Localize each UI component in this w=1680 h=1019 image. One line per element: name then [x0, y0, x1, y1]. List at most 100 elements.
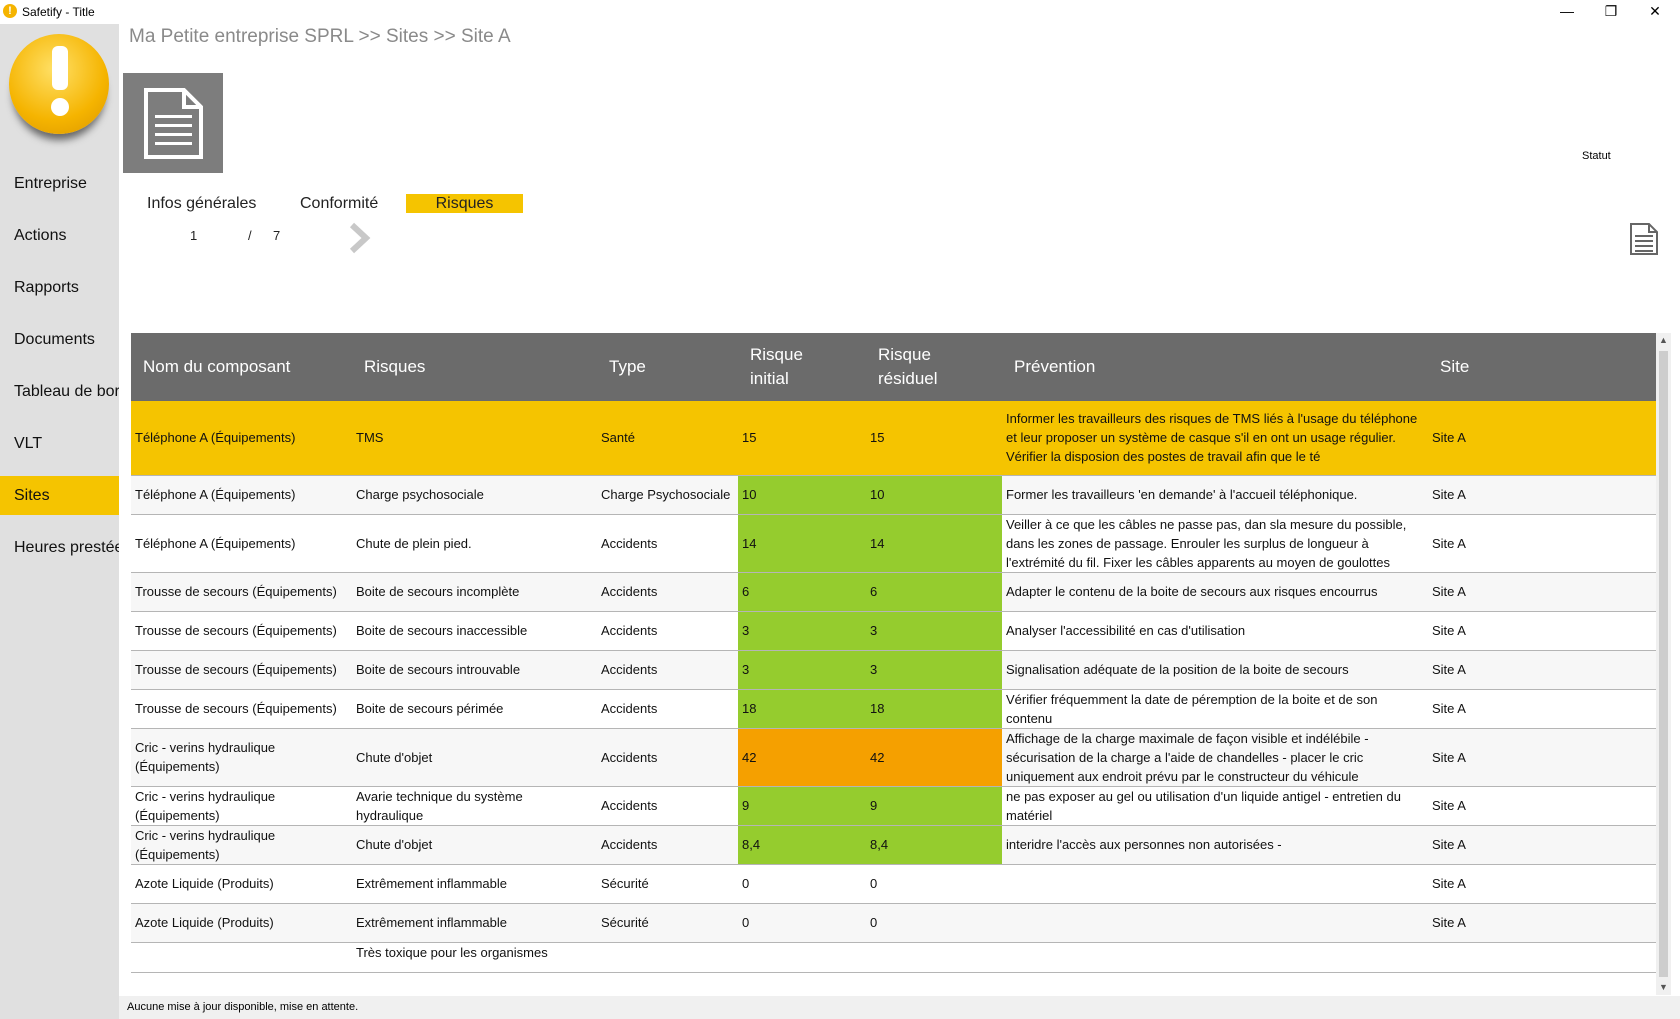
site-document-tile[interactable]	[123, 73, 223, 173]
residual-risk-cell: 0	[866, 903, 1002, 943]
residual-risk-cell: 42	[866, 728, 1002, 787]
status-bar: Aucune mise à jour disponible, mise en a…	[119, 996, 1680, 1019]
sidebar-item-sites[interactable]: Sites	[0, 476, 119, 515]
sidebar-item-documents[interactable]: Documents	[14, 331, 95, 348]
site-cell: Site A	[1428, 689, 1656, 729]
site-cell: Site A	[1428, 825, 1656, 865]
prevention-cell: Veiller à ce que les câbles ne passe pas…	[1002, 514, 1428, 573]
column-header[interactable]: Nom du composant	[131, 333, 352, 401]
tab-infos-generales[interactable]: Infos générales	[147, 195, 257, 212]
tab-conformite[interactable]: Conformité	[300, 195, 379, 212]
component-name-cell: Trousse de secours (Équipements)	[131, 689, 352, 729]
status-label: Statut	[1582, 150, 1611, 162]
table-row[interactable]: Téléphone A (Équipements) Charge psychoso…	[131, 475, 1656, 515]
site-cell	[1428, 942, 1656, 973]
table-row[interactable]: Cric - verins hydraulique (Équipements) A…	[131, 786, 1656, 826]
component-name-cell: Trousse de secours (Équipements)	[131, 650, 352, 690]
type-cell: Accidents	[597, 650, 738, 690]
type-cell: Santé	[597, 401, 738, 476]
component-name-cell: Téléphone A (Équipements)	[131, 475, 352, 515]
next-page-icon[interactable]	[348, 222, 372, 259]
column-header[interactable]: Prévention	[1002, 333, 1428, 401]
vertical-scrollbar[interactable]: ▲ ▼	[1656, 333, 1671, 995]
residual-risk-cell: 8,4	[866, 825, 1002, 865]
table-row[interactable]: Azote Liquide (Produits) Extrêmement infl…	[131, 903, 1656, 943]
sidebar-item-heures[interactable]: Heures prestées	[14, 539, 119, 556]
prevention-cell: Vérifier fréquemment la date de pérempti…	[1002, 689, 1428, 729]
risk-cell: Boite de secours périmée	[352, 689, 597, 729]
close-button[interactable]: ✕	[1649, 3, 1661, 19]
type-cell: Accidents	[597, 572, 738, 612]
component-name-cell	[131, 942, 352, 973]
table-row[interactable]: Cric - verins hydraulique (Équipements) C…	[131, 728, 1656, 787]
residual-risk-cell: 3	[866, 650, 1002, 690]
sidebar: Entreprise Actions Rapports Documents Tablea…	[0, 24, 119, 1019]
table-row[interactable]: Trousse de secours (Équipements) Boite de…	[131, 611, 1656, 651]
type-cell	[597, 942, 738, 973]
residual-risk-cell: 3	[866, 611, 1002, 651]
initial-risk-cell: 8,4	[738, 825, 866, 865]
site-cell: Site A	[1428, 786, 1656, 826]
prevention-cell: Affichage de la charge maximale de façon…	[1002, 728, 1428, 787]
site-cell: Site A	[1428, 611, 1656, 651]
type-cell: Accidents	[597, 728, 738, 787]
prevention-cell	[1002, 942, 1428, 973]
site-cell: Site A	[1428, 864, 1656, 904]
risk-cell: Avarie technique du système hydraulique	[352, 786, 597, 826]
initial-risk-cell: 0	[738, 903, 866, 943]
column-header[interactable]: Risque initial	[738, 333, 866, 401]
sidebar-item-rapports[interactable]: Rapports	[14, 279, 79, 296]
table-row[interactable]: Très toxique pour les organismes	[131, 942, 1656, 973]
table-row[interactable]: Trousse de secours (Équipements) Boite de…	[131, 650, 1656, 690]
initial-risk-cell: 6	[738, 572, 866, 612]
type-cell: Accidents	[597, 689, 738, 729]
tab-risques[interactable]: Risques	[406, 194, 523, 213]
restore-button[interactable]: ❐	[1604, 3, 1618, 19]
sidebar-item-actions[interactable]: Actions	[14, 227, 67, 244]
site-cell: Site A	[1428, 650, 1656, 690]
scroll-down-icon[interactable]: ▼	[1659, 982, 1668, 992]
table-row[interactable]: Cric - verins hydraulique (Équipements) C…	[131, 825, 1656, 865]
risk-cell: Chute d'objet	[352, 728, 597, 787]
column-header[interactable]: Risque résiduel	[866, 333, 1002, 401]
table-row[interactable]: Trousse de secours (Équipements) Boite de…	[131, 689, 1656, 729]
prevention-cell: interidre l'accès aux personnes non auto…	[1002, 825, 1428, 865]
table-row[interactable]: Trousse de secours (Équipements) Boite de…	[131, 572, 1656, 612]
column-header[interactable]: Site	[1428, 333, 1656, 401]
column-header[interactable]: Type	[597, 333, 738, 401]
initial-risk-cell: 10	[738, 475, 866, 515]
status-text: Aucune mise à jour disponible, mise en a…	[127, 1001, 359, 1013]
prevention-cell: Informer les travailleurs des risques de…	[1002, 401, 1428, 476]
type-cell: Accidents	[597, 514, 738, 573]
table-row[interactable]: Téléphone A (Équipements) TMS Santé 15 15 Inf…	[131, 401, 1656, 476]
prevention-cell: Adapter le contenu de la boite de secour…	[1002, 572, 1428, 612]
sidebar-item-vlt[interactable]: VLT	[14, 435, 43, 452]
scroll-up-icon[interactable]: ▲	[1659, 335, 1668, 345]
table-row[interactable]: Téléphone A (Équipements) Chute de plein …	[131, 514, 1656, 573]
column-header[interactable]: Risques	[352, 333, 597, 401]
component-name-cell: Téléphone A (Équipements)	[131, 401, 352, 476]
type-cell: Accidents	[597, 786, 738, 826]
table-header-row: Nom du composant Risques Type Risque ini…	[131, 333, 1656, 401]
initial-risk-cell: 3	[738, 611, 866, 651]
scroll-thumb[interactable]	[1659, 351, 1668, 977]
initial-risk-cell: 0	[738, 864, 866, 904]
page-current: 1	[190, 228, 198, 243]
site-cell: Site A	[1428, 401, 1656, 476]
component-name-cell: Trousse de secours (Équipements)	[131, 572, 352, 612]
minimize-button[interactable]: —	[1560, 3, 1574, 19]
residual-risk-cell: 0	[866, 864, 1002, 904]
table-row[interactable]: Azote Liquide (Produits) Extrêmement infl…	[131, 864, 1656, 904]
component-name-cell: Azote Liquide (Produits)	[131, 864, 352, 904]
initial-risk-cell: 18	[738, 689, 866, 729]
site-cell: Site A	[1428, 514, 1656, 573]
initial-risk-cell	[738, 942, 866, 973]
report-icon[interactable]	[1629, 222, 1659, 261]
component-name-cell: Cric - verins hydraulique (Équipements)	[131, 728, 352, 787]
prevention-cell: Former les travailleurs 'en demande' à l…	[1002, 475, 1428, 515]
site-cell: Site A	[1428, 572, 1656, 612]
sidebar-item-entreprise[interactable]: Entreprise	[14, 175, 87, 192]
sidebar-item-tableau[interactable]: Tableau de bord	[14, 383, 119, 400]
prevention-cell	[1002, 903, 1428, 943]
residual-risk-cell: 14	[866, 514, 1002, 573]
